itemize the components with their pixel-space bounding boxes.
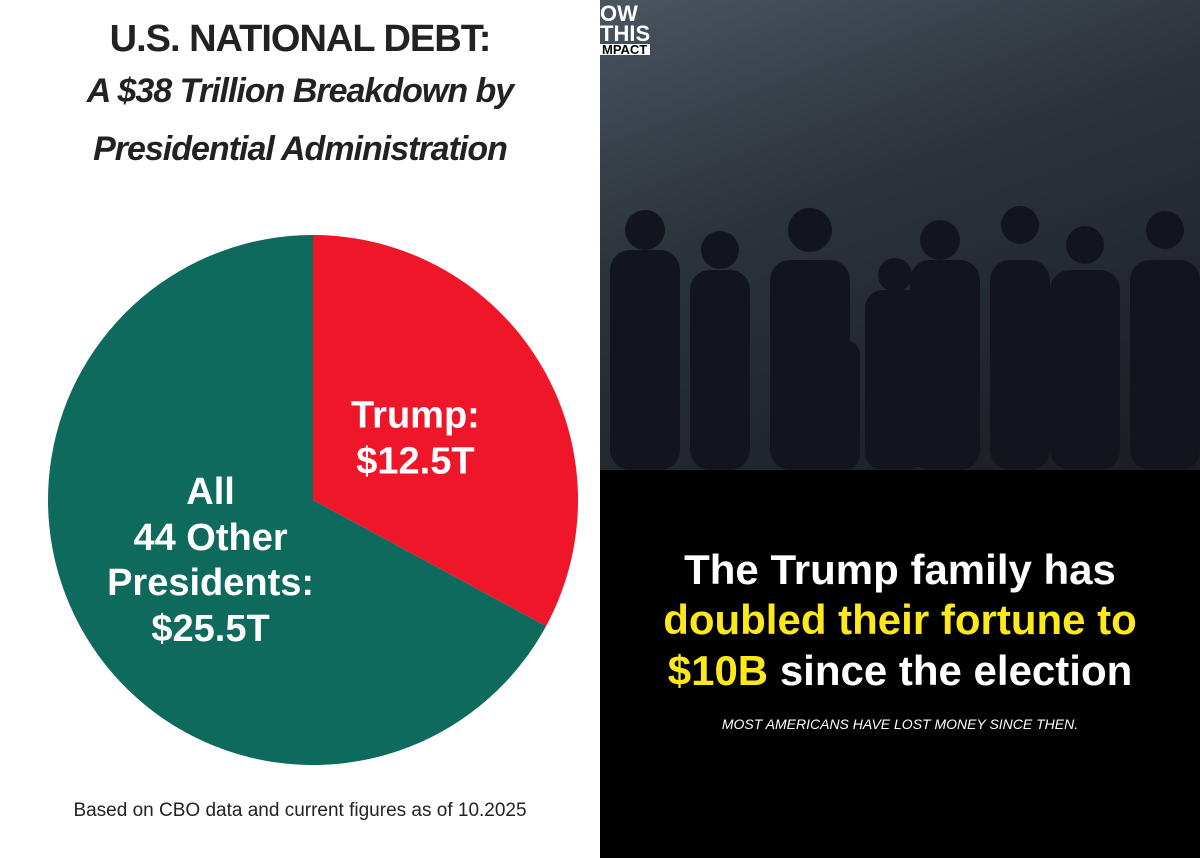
category-label: All 44 Other Presidents: [107,470,315,605]
headline-highlight: $10B [667,646,769,694]
footnote: Based on CBO data and current figures as… [73,800,527,821]
logo-text: THIS [600,20,651,46]
headline: The Trump family has doubled their fortu… [600,545,1200,696]
logo-text: OW [600,1,638,26]
pie-slice [313,235,578,627]
photo [600,0,1200,470]
value-label: $12.5T [356,439,475,482]
slice-label: Trump: $12.5T [351,393,480,484]
logo: OW THIS MPACT [600,1,651,55]
chart-title: U.S. NATIONAL DEBT: [109,18,492,60]
headline-text: since the election [779,646,1133,694]
slice-label: All 44 Other Presidents: $25.5T [107,470,314,652]
chart-subtitle: Presidential Administration [93,130,508,168]
pie-chart [47,235,578,766]
logo-text: MPACT [600,43,651,55]
pie-slice [47,235,547,766]
photo-figures [610,206,1200,470]
headline-line: $10B since the election [600,646,1200,696]
chart-subtitle: A $38 Trillion Breakdown by [86,72,514,110]
headline-line: The Trump family has [684,546,1116,593]
category-label: Trump: [351,394,480,437]
news-panel: OW THIS MPACT The Trump family has doubl… [600,0,1200,858]
caption: MOST AMERICANS HAVE LOST MONEY SINCE THE… [721,716,1079,732]
value-label: $25.5T [151,607,270,650]
chart-panel: U.S. NATIONAL DEBT: A $38 Trillion Break… [47,18,578,821]
headline-highlight: doubled their fortune to [663,596,1137,644]
